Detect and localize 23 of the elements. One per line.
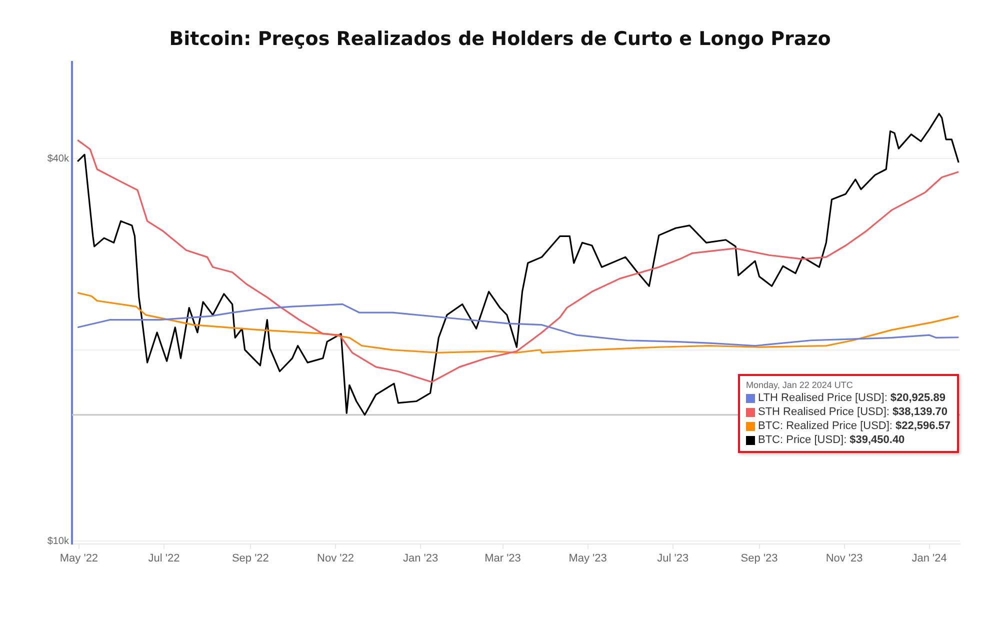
x-tick-label: Mar '23 xyxy=(484,552,521,564)
x-tick-label: May '22 xyxy=(60,552,98,564)
x-tick-label: Sep '22 xyxy=(232,552,269,564)
annotation: $39,450.40 xyxy=(850,433,905,447)
chart-title: Bitcoin: Preços Realizados de Holders de Curto e Longo Prazo xyxy=(168,28,832,50)
annotation: Monday, Jan 22 2024 UTC xyxy=(746,380,854,390)
x-tick-label: Nov '23 xyxy=(826,552,863,564)
legend-label: BTC: Price [USD]: xyxy=(758,433,847,447)
annotation: $20,925.89 xyxy=(890,391,946,405)
x-tick-label: Jan '24 xyxy=(912,552,947,564)
legend-label: STH Realised Price [USD]: xyxy=(758,405,890,419)
x-tick-label: Jan '23 xyxy=(402,552,438,564)
y-tick-label: $40k xyxy=(47,153,70,164)
x-tick-label: Jul '23 xyxy=(657,552,689,564)
x-tick-label: Nov '22 xyxy=(316,552,354,564)
x-tick-label: Sep '23 xyxy=(740,552,778,564)
legend-label: BTC: Realized Price [USD]: xyxy=(758,419,892,433)
annotation: $38,139.70 xyxy=(892,405,948,419)
x-tick-label: Jul '22 xyxy=(148,552,180,564)
legend-label: LTH Realised Price [USD]: xyxy=(758,391,888,405)
annotation: $22,596.57 xyxy=(895,419,951,433)
y-tick-label: $10k xyxy=(47,536,70,547)
x-tick-label: May '23 xyxy=(568,552,607,564)
